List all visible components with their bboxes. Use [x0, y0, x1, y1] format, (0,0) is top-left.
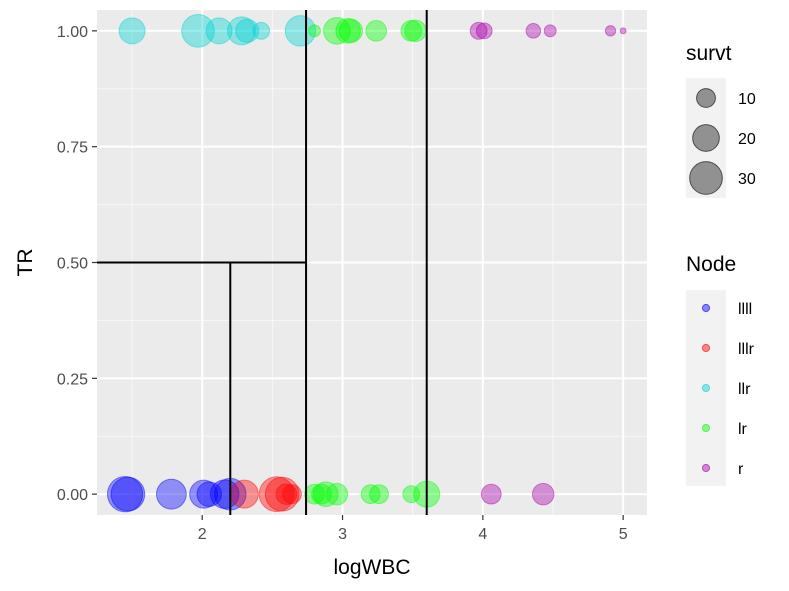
- color-legend-label-llll: llll: [738, 301, 752, 318]
- y-axis-title: TR: [14, 249, 37, 277]
- data-point-lr: [312, 481, 339, 507]
- size-legend-label: 20: [738, 131, 756, 148]
- data-point-r: [475, 22, 493, 40]
- data-point-llll: [209, 479, 240, 509]
- data-point-r: [604, 25, 617, 37]
- color-legend-label-lr: lr: [738, 421, 748, 438]
- color-legend-label-llr: llr: [738, 381, 751, 398]
- data-point-lllr: [258, 476, 295, 513]
- data-point-lr: [323, 17, 351, 45]
- data-point-lllr: [229, 479, 259, 509]
- data-point-lr: [365, 20, 388, 42]
- data-point-llll: [110, 476, 146, 512]
- color-legend: Node llll lllr llr lr r: [686, 253, 755, 486]
- color-legend-title: Node: [686, 253, 736, 276]
- data-point-llr: [205, 17, 233, 45]
- data-point-r: [469, 21, 488, 40]
- data-points: [106, 14, 627, 513]
- axis-tick-labels: 2 3 4 5 0.00 0.25 0.50 0.75 1.00: [57, 24, 628, 543]
- data-point-llr: [227, 16, 257, 46]
- data-point-lr: [369, 484, 389, 505]
- data-point-lr: [338, 18, 364, 43]
- major-gridlines: [97, 10, 647, 515]
- axis-ticks: [92, 30, 624, 520]
- color-legend-keys-bg: [686, 290, 726, 486]
- y-tick-label: 0.25: [57, 371, 88, 388]
- color-legend-key-llr: [701, 383, 711, 393]
- data-point-llr: [118, 17, 146, 45]
- size-legend-key: [696, 88, 716, 108]
- data-point-lr: [404, 19, 427, 43]
- color-legend-key-r: [701, 463, 711, 473]
- data-point-lr: [402, 485, 421, 504]
- data-point-r: [525, 23, 542, 39]
- x-tick-label: 3: [338, 526, 347, 543]
- data-point-r: [531, 482, 555, 506]
- data-point-llr: [235, 18, 260, 43]
- data-point-lllr: [282, 484, 302, 505]
- data-point-r: [543, 24, 557, 38]
- data-point-lllr: [264, 476, 300, 512]
- x-tick-label: 5: [619, 526, 628, 543]
- size-legend-label: 30: [738, 171, 756, 188]
- data-point-lr: [335, 18, 361, 44]
- y-tick-label: 0.50: [57, 256, 88, 273]
- data-point-lr: [304, 483, 325, 505]
- size-legend: survt 10 20 30: [686, 42, 756, 198]
- data-point-llr: [284, 15, 317, 47]
- data-point-llll: [196, 481, 223, 507]
- color-legend-key-llll: [701, 303, 711, 313]
- size-legend-key: [689, 161, 723, 195]
- x-tick-label: 2: [198, 526, 207, 543]
- data-point-r: [480, 483, 502, 505]
- data-point-r: [619, 27, 627, 35]
- data-point-llr: [252, 21, 271, 40]
- color-legend-label-lllr: lllr: [738, 341, 755, 358]
- color-legend-key-lr: [701, 423, 711, 433]
- data-point-lr: [360, 484, 381, 505]
- color-legend-label-r: r: [738, 461, 744, 478]
- split-lines: [97, 10, 428, 515]
- x-axis-title: logWBC: [333, 556, 410, 579]
- size-legend-title: survt: [686, 42, 732, 65]
- size-legend-label: 10: [738, 91, 756, 108]
- data-point-llll: [155, 478, 187, 510]
- y-tick-label: 0.00: [57, 487, 88, 504]
- size-legend-key: [692, 124, 720, 152]
- y-tick-label: 0.75: [57, 140, 88, 157]
- data-point-lr: [325, 482, 349, 506]
- data-point-lllr: [275, 483, 298, 505]
- data-point-lr: [311, 483, 332, 505]
- x-tick-label: 4: [478, 526, 487, 543]
- data-point-llr: [181, 14, 215, 48]
- y-tick-label: 1.00: [57, 24, 88, 41]
- data-point-lr: [400, 20, 423, 42]
- data-point-llll: [106, 476, 144, 513]
- data-point-llll: [189, 479, 219, 509]
- data-point-lr: [308, 24, 321, 38]
- color-legend-key-lllr: [701, 343, 711, 353]
